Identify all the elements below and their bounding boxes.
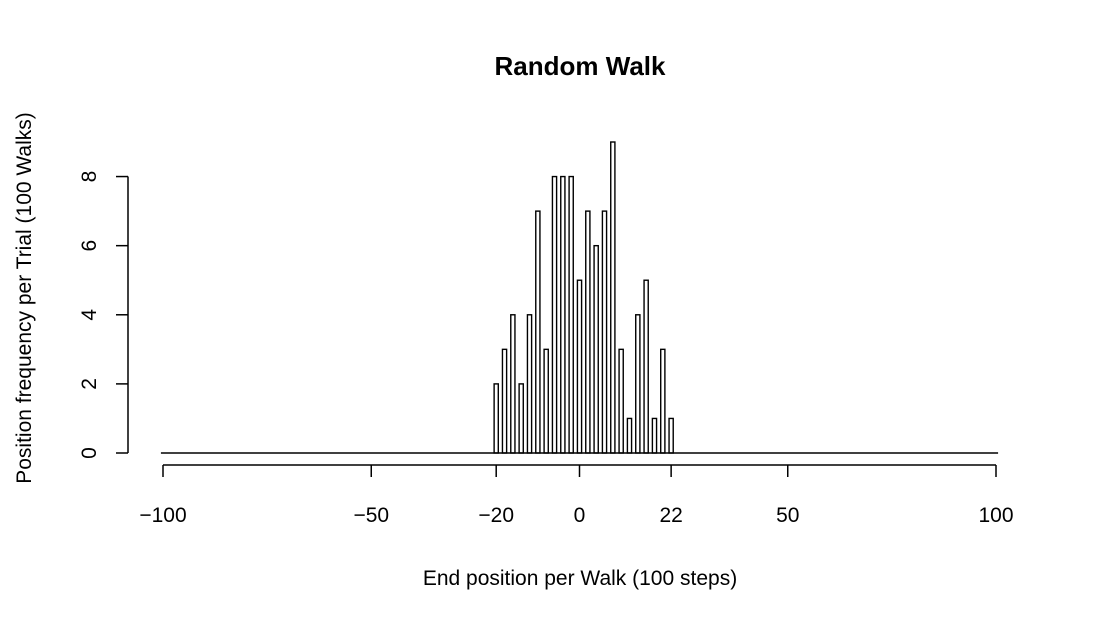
histogram-bar [510,314,516,454]
y-axis: 0 2 4 6 8 [78,171,129,459]
histogram-bar [551,175,558,454]
histogram-bar [501,348,508,454]
y-axis-label: Position frequency per Trial (100 Walks) [13,112,36,484]
x-axis: −100 −50 −20 0 22 50 100 [139,464,1014,527]
histogram-bar [660,348,666,454]
x-tick-label: −100 [139,504,186,527]
histogram-bar [535,210,541,454]
histogram-bar [610,141,616,454]
y-tick-label: 4 [78,309,101,321]
x-tick-label: −50 [353,504,389,527]
x-tick-label: 100 [978,504,1013,527]
histogram-bar [668,417,674,454]
histogram-bar [518,383,524,454]
x-tick-label: −20 [478,504,514,527]
x-tick-label: 50 [776,504,799,527]
chart-title: Random Walk [495,51,666,81]
histogram-bar [618,348,624,454]
y-tick-label: 6 [78,240,101,252]
histogram-bar [543,348,549,454]
histogram-bar [568,175,574,454]
histogram-bar [585,210,591,454]
histogram-bar [651,417,658,454]
histogram-bar [626,417,633,454]
histogram-bar [493,383,499,454]
x-tick-label: 0 [574,504,586,527]
y-tick-label: 8 [78,171,101,183]
histogram-bar [593,244,599,454]
y-tick-label: 2 [78,378,101,390]
x-tick-label: 22 [659,504,682,527]
y-tick-label: 0 [78,447,101,459]
histogram-bar [635,314,641,454]
x-axis-label: End position per Walk (100 steps) [423,567,737,590]
histogram-bar [560,175,566,454]
histogram-bar [576,279,583,454]
histogram-bar [643,279,649,454]
histogram-bar [526,314,533,454]
histogram-bar [601,210,608,454]
bars-group [160,141,999,454]
